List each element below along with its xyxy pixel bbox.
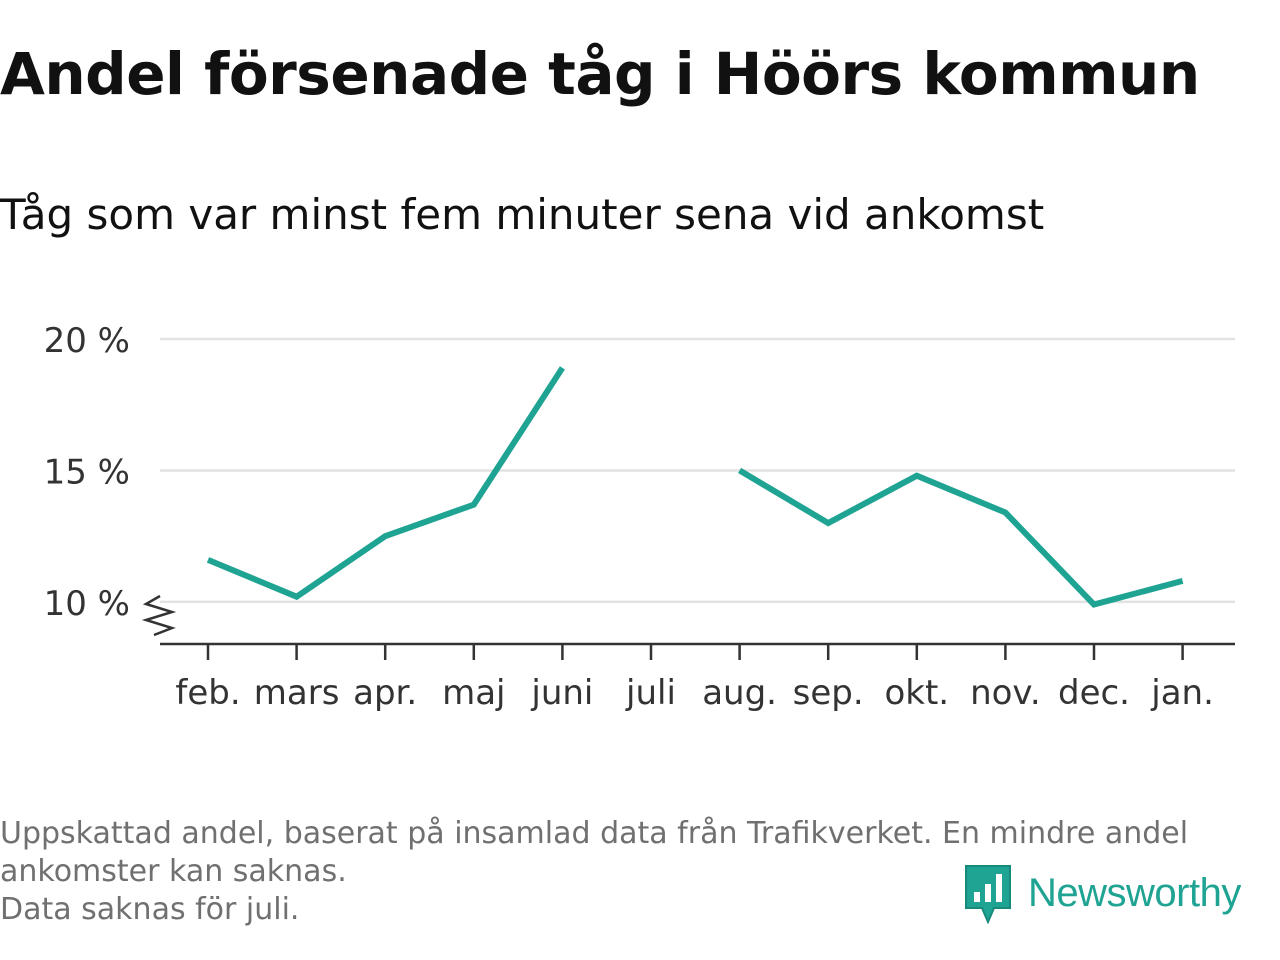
- x-tick-label: maj: [442, 673, 505, 713]
- x-tick-label: jan.: [1150, 673, 1214, 713]
- brand-logo: Newsworthy: [962, 862, 1241, 924]
- y-tick-label: 10 %: [44, 584, 130, 624]
- x-tick-label: nov.: [970, 673, 1041, 713]
- footnote-line: ankomster kan saknas.: [0, 854, 347, 889]
- newsworthy-logo-icon: [965, 865, 1011, 924]
- chart-subtitle: Tåg som var minst fem minuter sena vid a…: [0, 190, 1045, 239]
- series-line: [738, 467, 1184, 608]
- axis-break-mark: [141, 594, 177, 637]
- y-tick-label: 20 %: [44, 321, 130, 361]
- line-chart: 10 % 15 % 20 % feb. mars apr. maj juni juli aug. s…: [44, 321, 1235, 713]
- y-tick-label: 15 %: [44, 452, 130, 492]
- footnote-line: Uppskattad andel, baserat på insamlad da…: [0, 816, 1189, 851]
- chart-title: Andel försenade tåg i Höörs kommun: [0, 40, 1200, 108]
- footnote-line: Data saknas för juli.: [0, 892, 300, 927]
- x-tick-label: aug.: [702, 673, 777, 713]
- x-tick-label: feb.: [175, 673, 240, 713]
- x-tick-label: sep.: [793, 673, 864, 713]
- series-line: [206, 366, 565, 601]
- x-tick-label: apr.: [353, 673, 417, 713]
- x-tick-label: mars: [254, 673, 340, 713]
- footnote: Uppskattad andel, baserat på insamlad da…: [0, 815, 1188, 929]
- x-tick-label: juni: [530, 673, 593, 713]
- x-tick-label: okt.: [884, 673, 949, 713]
- x-tick-label: dec.: [1058, 673, 1130, 713]
- x-tick-label: juli: [625, 673, 676, 713]
- brand-name: Newsworthy: [1028, 870, 1241, 915]
